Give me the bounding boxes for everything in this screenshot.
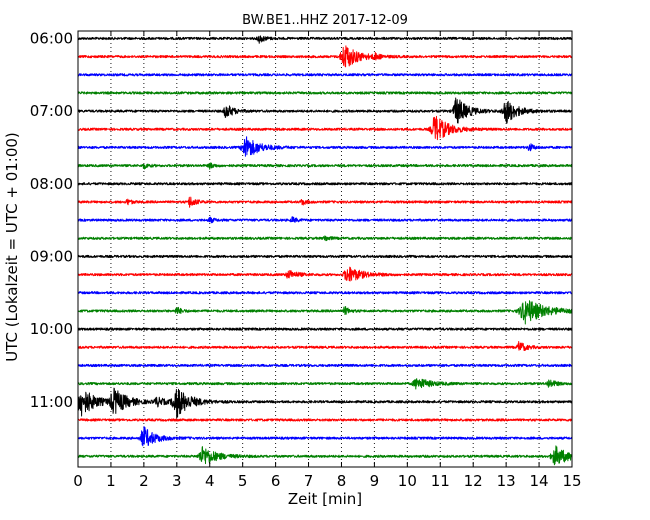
trace-line [77, 300, 573, 325]
y-tick-label: 11:00 [30, 393, 73, 411]
trace-line [77, 363, 573, 368]
trace-line [77, 182, 573, 186]
x-tick-label: 4 [205, 472, 215, 490]
x-tick-label: 14 [530, 472, 549, 490]
trace-line [77, 418, 573, 422]
trace-line [77, 387, 573, 419]
chart-title: BW.BE1..HHZ 2017-12-09 [242, 13, 408, 28]
x-tick-label: 5 [238, 472, 248, 490]
trace-line [77, 266, 573, 282]
trace-line [77, 162, 573, 170]
x-axis-label: Zeit [min] [288, 490, 362, 508]
trace-line [77, 196, 573, 208]
trace-line [77, 291, 573, 295]
trace-line [77, 235, 573, 242]
x-tick-label: 6 [271, 472, 281, 490]
x-tick-label: 13 [497, 472, 516, 490]
trace-line [77, 378, 573, 390]
trace-line [77, 91, 573, 95]
trace-line [77, 35, 573, 44]
x-tick-label: 2 [139, 472, 149, 490]
trace-line [77, 445, 573, 466]
trace-line [77, 327, 573, 331]
trace-line [77, 45, 573, 68]
traces [77, 35, 573, 466]
x-tick-label: 7 [304, 472, 314, 490]
y-axis-label: UTC (Lokalzeit = UTC + 01:00) [3, 132, 21, 362]
y-tick-label: 06:00 [30, 29, 73, 47]
x-tick-label: 9 [370, 472, 380, 490]
x-tick-label: 8 [337, 472, 347, 490]
y-tick-label: 07:00 [30, 102, 73, 120]
y-tick-label: 09:00 [30, 247, 73, 265]
trace-line [77, 254, 573, 259]
grid [110, 31, 540, 467]
trace-line [77, 136, 572, 157]
ticks: 0 1 2 3 4 5 6 7 8 9 10 11 12 13 14 1506:0007:0008:0009:… [30, 29, 582, 490]
x-tick-label: 3 [172, 472, 182, 490]
x-tick-label: 12 [464, 472, 483, 490]
y-tick-label: 10:00 [30, 320, 73, 338]
trace-line [77, 341, 573, 352]
x-tick-label: 11 [431, 472, 450, 490]
trace-line [77, 426, 573, 447]
x-tick-label: 1 [106, 472, 116, 490]
trace-line [77, 115, 573, 141]
trace-line [77, 216, 573, 224]
x-tick-label: 0 [73, 472, 83, 490]
x-tick-label: 15 [562, 472, 581, 490]
y-tick-label: 08:00 [30, 175, 73, 193]
x-tick-label: 10 [398, 472, 417, 490]
trace-line [77, 97, 573, 124]
trace-line [77, 73, 573, 77]
plot-frame [77, 30, 573, 468]
